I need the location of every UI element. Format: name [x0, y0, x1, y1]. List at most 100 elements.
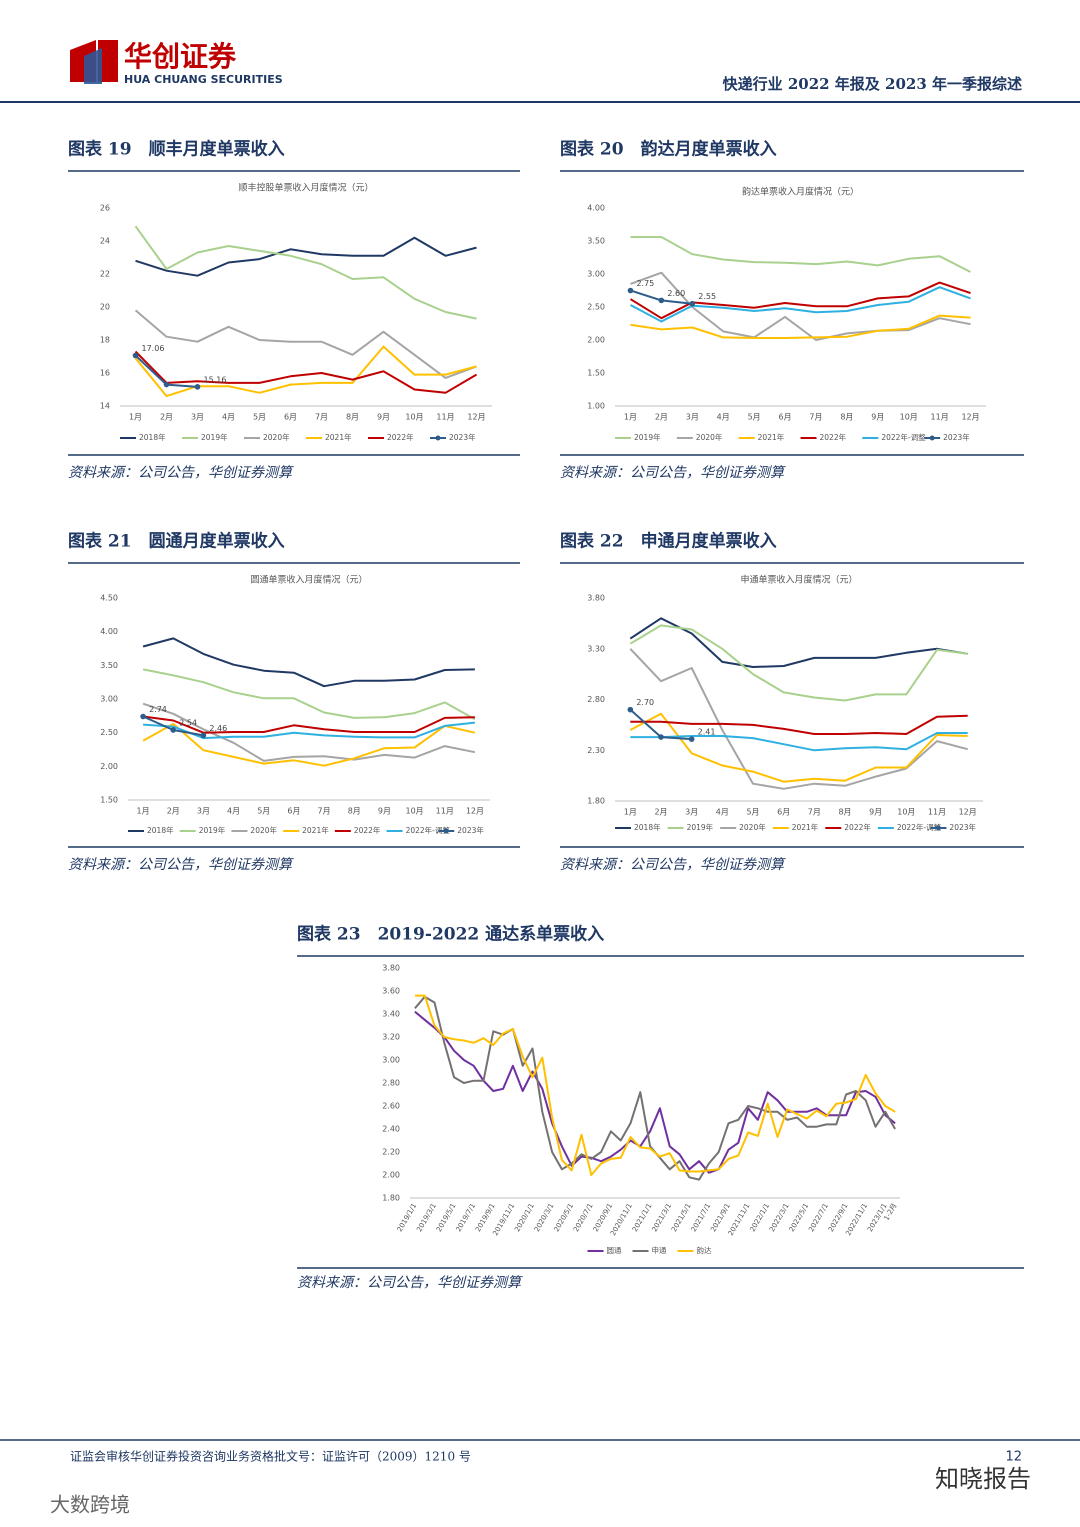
- y-tick-label: 1.00: [587, 402, 605, 411]
- chart: 申通单票收入月度情况（元） 1.80 2.30 2.80 3.30 3.80 1月 2月 3月 4…: [587, 574, 983, 832]
- x-tick-label: 7月: [318, 807, 331, 816]
- figure-source: 资料来源：公司公告，华创证券测算: [68, 465, 294, 481]
- legend-marker: [929, 435, 935, 441]
- legend-label: 2020年: [696, 432, 723, 442]
- x-tick-label: 5月: [257, 807, 270, 816]
- x-tick-label: 3月: [686, 413, 699, 422]
- value-label: 17.06: [142, 344, 165, 353]
- point-marker: [163, 381, 170, 388]
- x-tick-label: 11月: [931, 413, 949, 422]
- y-tick-label: 4.00: [100, 627, 118, 636]
- y-tick-label: 3.40: [382, 1010, 400, 1019]
- x-tick-label: 1月: [129, 413, 142, 422]
- series-line: [629, 648, 968, 790]
- x-tick-label: 1月: [624, 413, 637, 422]
- series-line: [630, 286, 971, 323]
- point-marker: [688, 736, 695, 742]
- legend-marker: [435, 435, 441, 441]
- y-tick-label: 18: [100, 336, 110, 345]
- series-line: [143, 721, 476, 740]
- legend-label: 2022年: [354, 825, 381, 835]
- legend-label: 2021年: [325, 432, 352, 442]
- chart-title: 韵达单票收入月度情况（元）: [742, 186, 859, 198]
- legend-marker: [935, 825, 941, 831]
- x-tick-label: 10月: [900, 413, 918, 422]
- y-tick-label: 26: [100, 204, 110, 213]
- x-tick-label: 7月: [315, 413, 328, 422]
- x-tick-label: 8月: [348, 807, 361, 816]
- figure-caption: 图表 21 圆通月度单票收入: [68, 531, 285, 552]
- series-line: [629, 617, 968, 668]
- series-line: [134, 309, 477, 379]
- y-tick-label: 3.30: [587, 644, 605, 653]
- x-tick-label: 2月: [654, 808, 667, 817]
- x-tick-label: 6月: [284, 413, 297, 422]
- point-marker: [132, 352, 139, 359]
- value-label: 2.46: [209, 724, 227, 733]
- watermark: 大数跨境: [50, 1493, 130, 1517]
- legend-label: 2020年: [250, 825, 277, 835]
- x-tick-label: 7月: [809, 413, 822, 422]
- y-tick-label: 4.00: [587, 204, 605, 213]
- x-tick-label: 9月: [869, 808, 882, 817]
- legend-label: 2022年-调整: [406, 825, 451, 835]
- x-tick-label: 6月: [777, 808, 790, 817]
- point-marker: [194, 384, 201, 390]
- figure-caption: 图表 22 申通月度单票收入: [560, 531, 777, 552]
- x-tick-label: 3月: [197, 807, 210, 816]
- figure-caption: 图表 20 韵达月度单票收入: [560, 139, 777, 160]
- chart-title: 圆通单票收入月度情况（元）: [250, 574, 367, 586]
- legend-label: 2020年: [739, 822, 766, 832]
- y-tick-label: 1.50: [587, 369, 605, 378]
- x-tick-label: 1月: [624, 808, 637, 817]
- x-tick-label: 3月: [685, 808, 698, 817]
- x-tick-label: 10月: [897, 808, 915, 817]
- series-line: [630, 714, 968, 735]
- series-line: [629, 712, 968, 783]
- series-line: [142, 637, 475, 688]
- x-tick-label: 9月: [871, 413, 884, 422]
- figure-source: 资料来源：公司公告，华创证券测算: [297, 1275, 523, 1291]
- y-tick-label: 3.00: [587, 270, 605, 279]
- value-label: 2.55: [698, 292, 716, 301]
- series-line: [142, 702, 476, 762]
- value-label: 2.74: [149, 705, 167, 714]
- y-tick-label: 2.60: [382, 1102, 400, 1111]
- y-tick-label: 2.00: [382, 1171, 400, 1180]
- x-tick-label: 1月: [137, 807, 150, 816]
- legend-label: 韵达: [697, 1245, 712, 1255]
- legend-label: 2018年: [634, 822, 661, 832]
- legend-label: 2018年: [147, 825, 174, 835]
- series-line: [142, 722, 476, 767]
- series-line: [630, 236, 971, 273]
- x-tick-label: 12月: [467, 413, 485, 422]
- figure-source: 资料来源：公司公告，华创证券测算: [560, 465, 786, 481]
- legend-label: 2022年: [820, 432, 847, 442]
- figure-source: 资料来源：公司公告，华创证券测算: [560, 857, 786, 873]
- legend-label: 2019年: [687, 822, 714, 832]
- value-label: 2.75: [636, 279, 654, 288]
- legend-label: 2023年: [449, 432, 476, 442]
- x-tick-label: 4月: [716, 808, 729, 817]
- legend-label: 2022年: [844, 822, 871, 832]
- y-tick-label: 1.80: [587, 797, 605, 806]
- y-tick-label: 2.30: [587, 746, 605, 755]
- series-line: [134, 345, 477, 398]
- chart-title: 申通单票收入月度情况（元）: [740, 574, 857, 586]
- y-tick-label: 1.80: [382, 1194, 400, 1203]
- legend-label: 2019年: [634, 432, 661, 442]
- x-tick-label: 6月: [778, 413, 791, 422]
- series-line: [134, 350, 478, 394]
- x-tick-label: 8月: [840, 413, 853, 422]
- y-tick-label: 2.00: [100, 762, 118, 771]
- y-tick-label: 3.80: [587, 594, 605, 603]
- x-tick-label: 12月: [959, 808, 977, 817]
- watermark: 知晓报告: [935, 1465, 1031, 1493]
- x-tick-label: 10月: [405, 807, 423, 816]
- series-line: [142, 715, 475, 734]
- y-tick-label: 4.50: [100, 594, 118, 603]
- chart: 圆通单票收入月度情况（元） 1.50 2.00 2.50 3.00 3.50 4.00 4.5…: [100, 574, 490, 835]
- x-tick-label: 2月: [655, 413, 668, 422]
- series-line: [142, 668, 476, 721]
